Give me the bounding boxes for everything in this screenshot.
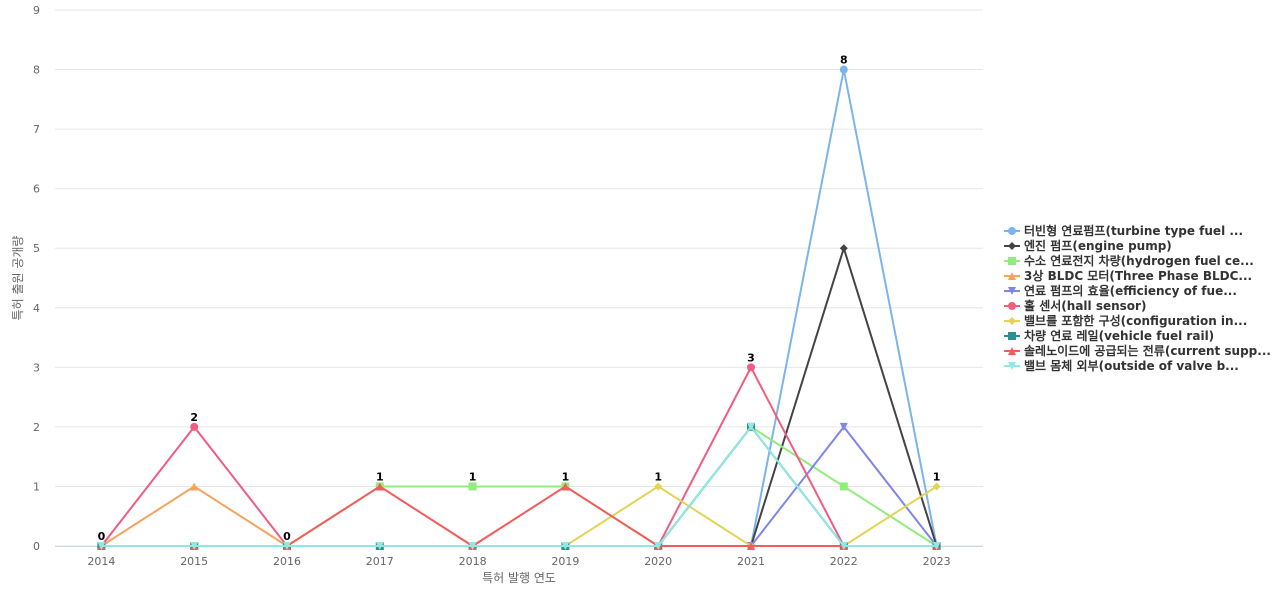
marker	[1008, 242, 1016, 250]
marker	[1008, 227, 1016, 235]
marker	[283, 542, 291, 550]
marker	[1008, 317, 1016, 325]
legend-item: 터빈형 연료펌프(turbine type fuel ...	[1004, 223, 1243, 238]
x-tick-label: 2020	[644, 555, 672, 568]
marker	[1008, 287, 1016, 295]
legend-item: 수소 연료전지 차량(hydrogen fuel ce...	[1004, 253, 1254, 268]
marker	[839, 422, 848, 431]
y-tick-label: 7	[33, 123, 40, 136]
marker	[190, 542, 199, 550]
y-tick-label: 6	[33, 183, 40, 196]
y-tick-label: 0	[33, 540, 40, 553]
line	[101, 425, 937, 547]
data-label: 3	[747, 351, 755, 364]
x-tick-label: 2014	[87, 555, 115, 568]
y-tick-label: 1	[33, 480, 40, 493]
series	[97, 244, 941, 550]
x-tick-label: 2015	[180, 555, 208, 568]
legend-item: 차량 연료 레일(vehicle fuel rail)	[1004, 328, 1214, 343]
marker	[747, 422, 755, 431]
marker	[97, 542, 106, 550]
marker	[561, 542, 570, 550]
legend-label: 밸브를 포함한 구성(configuration in...	[1024, 313, 1247, 328]
x-axis-title: 특허 발행 연도	[482, 570, 556, 585]
y-tick-label: 8	[33, 64, 40, 77]
x-tick-label: 2016	[273, 555, 301, 568]
legend-label: 밸브 몸체 외부(outside of valve b...	[1024, 358, 1239, 373]
y-tick-label: 2	[33, 421, 40, 434]
y-tick-label: 9	[33, 4, 40, 17]
marker	[375, 542, 384, 550]
series	[97, 482, 941, 550]
data-label: 0	[98, 530, 106, 543]
legend-item: 홀 센서(hall sensor)	[1004, 298, 1146, 313]
marker	[375, 482, 384, 491]
marker	[839, 65, 848, 74]
legend-label: 차량 연료 레일(vehicle fuel rail)	[1024, 328, 1214, 343]
marker	[1008, 362, 1016, 370]
marker	[468, 482, 477, 491]
series	[97, 422, 941, 550]
y-tick-label: 5	[33, 242, 40, 255]
marker	[1008, 272, 1016, 280]
legend-label: 3상 BLDC 모터(Three Phase BLDC...	[1024, 268, 1252, 283]
series	[97, 363, 941, 550]
marker	[654, 482, 663, 491]
x-tick-label: 2019	[551, 555, 579, 568]
data-label: 2	[190, 411, 198, 424]
x-tick-label: 2018	[459, 555, 487, 568]
marker	[839, 482, 848, 491]
marker	[468, 542, 477, 550]
line	[101, 244, 938, 547]
marker	[1008, 347, 1016, 355]
marker	[190, 422, 199, 431]
marker	[190, 482, 199, 491]
y-tick-label: 3	[33, 361, 40, 374]
x-tick-label: 2021	[737, 555, 765, 568]
marker	[932, 542, 941, 550]
x-tick-label: 2023	[923, 555, 951, 568]
data-label: 1	[933, 470, 941, 483]
line	[101, 485, 937, 548]
legend-item: 연료 펌프의 효율(efficiency of fue...	[1004, 283, 1237, 298]
legend-item: 밸브 몸체 외부(outside of valve b...	[1004, 358, 1239, 373]
x-tick-label: 2017	[366, 555, 394, 568]
marker	[747, 542, 755, 550]
data-label: 1	[562, 470, 570, 483]
marker	[1008, 302, 1016, 310]
data-label: 1	[469, 470, 477, 483]
data-label: 8	[840, 54, 848, 67]
marker	[1008, 332, 1016, 340]
data-label: 1	[654, 470, 662, 483]
y-tick-label: 4	[33, 302, 40, 315]
legend-item: 엔진 펌프(engine pump)	[1004, 238, 1172, 253]
marker	[654, 542, 663, 550]
marker	[1008, 257, 1016, 265]
y-axis-title: 특허 출원 공개량	[11, 236, 25, 321]
legend-label: 수소 연료전지 차량(hydrogen fuel ce...	[1024, 253, 1254, 268]
line	[100, 365, 937, 547]
legend-label: 연료 펌프의 효율(efficiency of fue...	[1024, 283, 1237, 298]
legend-item: 3상 BLDC 모터(Three Phase BLDC...	[1004, 268, 1252, 283]
legend-label: 솔레노이드에 공급되는 전류(current supp...	[1024, 343, 1271, 358]
marker	[747, 363, 755, 372]
marker	[839, 542, 848, 550]
legend-label: 홀 센서(hall sensor)	[1024, 298, 1146, 313]
x-tick-label: 2022	[830, 555, 858, 568]
marker	[561, 482, 570, 491]
legend-item: 솔레노이드에 공급되는 전류(current supp...	[1004, 343, 1271, 358]
legend-label: 엔진 펌프(engine pump)	[1024, 238, 1172, 253]
data-label: 0	[283, 530, 291, 543]
data-label: 1	[376, 470, 384, 483]
legend-item: 밸브를 포함한 구성(configuration in...	[1004, 313, 1247, 328]
marker	[932, 482, 941, 491]
marker	[839, 244, 848, 253]
legend-label: 터빈형 연료펌프(turbine type fuel ...	[1024, 223, 1243, 238]
